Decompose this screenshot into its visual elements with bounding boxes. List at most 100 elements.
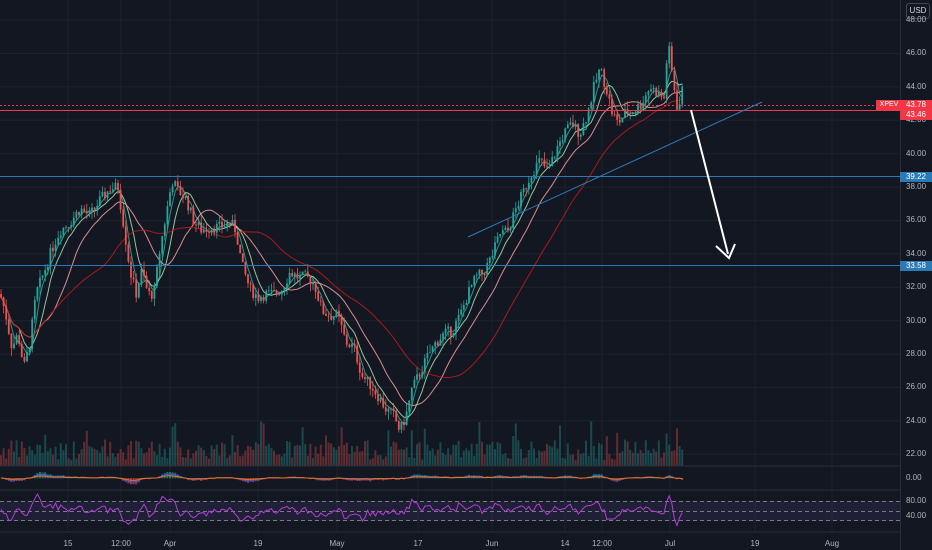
candle-body <box>455 320 457 333</box>
volume-bar <box>468 450 470 466</box>
trendline-support[interactable] <box>467 101 763 238</box>
candle-body <box>535 162 538 175</box>
volume-bar <box>169 447 171 466</box>
price-axis[interactable] <box>900 0 932 550</box>
candle-body <box>600 69 603 71</box>
macd-bar <box>44 472 47 479</box>
volume-bar <box>543 450 546 466</box>
volume-bar <box>174 423 177 466</box>
last-price-label: 43.78 <box>900 100 932 110</box>
volume-bar <box>291 457 294 466</box>
candle-body <box>631 112 634 115</box>
candle-body <box>351 343 353 347</box>
price-tick: 38.00 <box>906 182 927 192</box>
candle-body <box>197 222 200 226</box>
candle-body <box>158 253 161 267</box>
candle-body <box>119 189 122 210</box>
volume-bar <box>260 421 262 466</box>
volume-bar <box>442 452 444 466</box>
candle-body <box>59 235 62 238</box>
volume-bar <box>338 446 340 466</box>
candle-body <box>340 315 343 325</box>
volume-bar <box>26 455 28 466</box>
candle-body <box>577 123 580 137</box>
candle-body <box>156 266 158 286</box>
volume-bar <box>286 440 288 466</box>
candle-body <box>353 343 356 346</box>
candle-body <box>332 316 335 320</box>
volume-bar <box>70 459 73 466</box>
price-tick: 30.00 <box>906 315 927 325</box>
candle-body <box>421 372 424 377</box>
volume-bar <box>462 450 465 466</box>
volume-bar <box>231 435 234 466</box>
volume-bar <box>75 458 78 466</box>
candle-body <box>634 112 637 115</box>
indicator-tick: 80.00 <box>906 496 927 505</box>
price-tick: 36.00 <box>906 215 927 225</box>
candle-body <box>413 379 416 388</box>
candle-body <box>488 257 491 264</box>
volume-bar <box>20 441 23 466</box>
volume-bar <box>275 454 278 466</box>
volume-bar <box>520 448 522 466</box>
candle-body <box>228 222 231 224</box>
candle-body <box>473 275 476 286</box>
volume-bar <box>226 458 229 466</box>
candle-body <box>195 224 197 226</box>
time-tick: 19 <box>253 539 263 548</box>
volume-bar <box>579 454 582 466</box>
volume-bar <box>241 455 244 466</box>
volume-bar <box>39 445 41 466</box>
candle-body <box>70 225 73 228</box>
candle-body <box>543 159 546 167</box>
candle-body <box>189 207 192 211</box>
price-tick: 48.00 <box>906 15 927 25</box>
candle-body <box>44 269 47 276</box>
candle-body <box>106 191 109 199</box>
candle-body <box>226 222 229 227</box>
volume-bar <box>330 443 333 466</box>
candle-body <box>481 269 483 274</box>
candle-body <box>447 326 450 329</box>
volume-bar <box>135 440 138 466</box>
volume-bar <box>616 432 619 466</box>
candle-body <box>153 285 156 299</box>
candle-body <box>135 279 138 298</box>
moving-averages <box>0 66 683 426</box>
candle-body <box>244 262 247 275</box>
volume-bar <box>358 451 361 466</box>
candlesticks <box>0 41 684 434</box>
candle-body <box>572 122 574 127</box>
currency-button[interactable]: USD <box>906 3 930 19</box>
volume-bar <box>384 456 387 466</box>
volume-bar <box>634 441 637 466</box>
time-tick: May <box>329 539 345 548</box>
volume-bar <box>569 454 572 466</box>
volume-bar <box>540 451 543 466</box>
candle-body <box>49 247 52 267</box>
volume-bar <box>104 439 106 466</box>
candle-body <box>283 287 286 291</box>
candle-body <box>174 181 177 187</box>
candle-body <box>239 244 242 254</box>
candle-body <box>299 274 301 279</box>
volume-bar <box>663 452 665 466</box>
forecast-arrow[interactable] <box>690 109 736 260</box>
volume-bar <box>400 449 403 466</box>
volume-bar <box>647 450 650 466</box>
candle-body <box>374 390 377 395</box>
volume-bar <box>257 444 260 466</box>
candle-body <box>122 209 125 227</box>
candle-body <box>249 283 252 285</box>
candle-body <box>582 123 585 135</box>
volume-bar <box>351 446 353 466</box>
candle-body <box>546 166 548 168</box>
volume-bar <box>637 453 639 466</box>
candle-body <box>301 271 304 275</box>
volume-bar <box>117 453 119 466</box>
volume-bar <box>436 449 439 466</box>
candle-body <box>397 421 400 430</box>
volume-bar <box>457 440 460 466</box>
